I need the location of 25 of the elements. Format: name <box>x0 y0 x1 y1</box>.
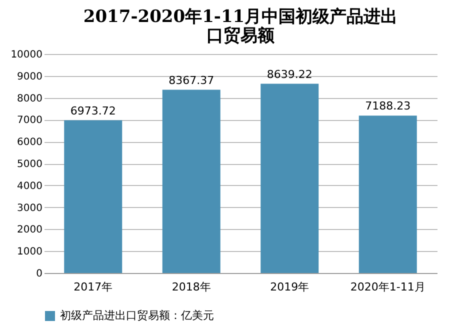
data-label: 7188.23 <box>365 100 411 113</box>
x-tick-label: 2020年1-11月 <box>350 280 426 294</box>
y-tick-label: 8000 <box>17 93 42 104</box>
legend-label: 初级产品进出口贸易额：亿美元 <box>60 309 214 322</box>
y-tick-label: 10000 <box>10 50 42 60</box>
bar <box>358 116 417 273</box>
y-tick-label: 9000 <box>17 71 42 82</box>
y-tick-label: 7000 <box>17 115 42 126</box>
y-tick-label: 2000 <box>17 224 42 236</box>
x-tick-label: 2019年 <box>270 280 310 294</box>
y-tick-label: 3000 <box>17 202 42 214</box>
x-tick-label: 2018年 <box>172 280 211 294</box>
chart-title: 2017-2020年1-11月中国初级产品进出口贸易额 <box>83 7 398 46</box>
bar <box>64 120 122 273</box>
data-label: 8367.37 <box>168 74 214 87</box>
y-tick-label: 0 <box>36 268 42 280</box>
y-tick-label: 5000 <box>17 159 42 170</box>
y-tick-label: 4000 <box>17 180 42 192</box>
y-tick-label: 6000 <box>17 137 42 148</box>
data-label: 8639.22 <box>266 68 312 81</box>
data-label: 6973.72 <box>70 104 116 118</box>
bar <box>260 84 319 273</box>
x-tick-label: 2017年 <box>74 280 113 294</box>
bar <box>162 90 220 273</box>
y-tick-label: 1000 <box>17 246 42 258</box>
